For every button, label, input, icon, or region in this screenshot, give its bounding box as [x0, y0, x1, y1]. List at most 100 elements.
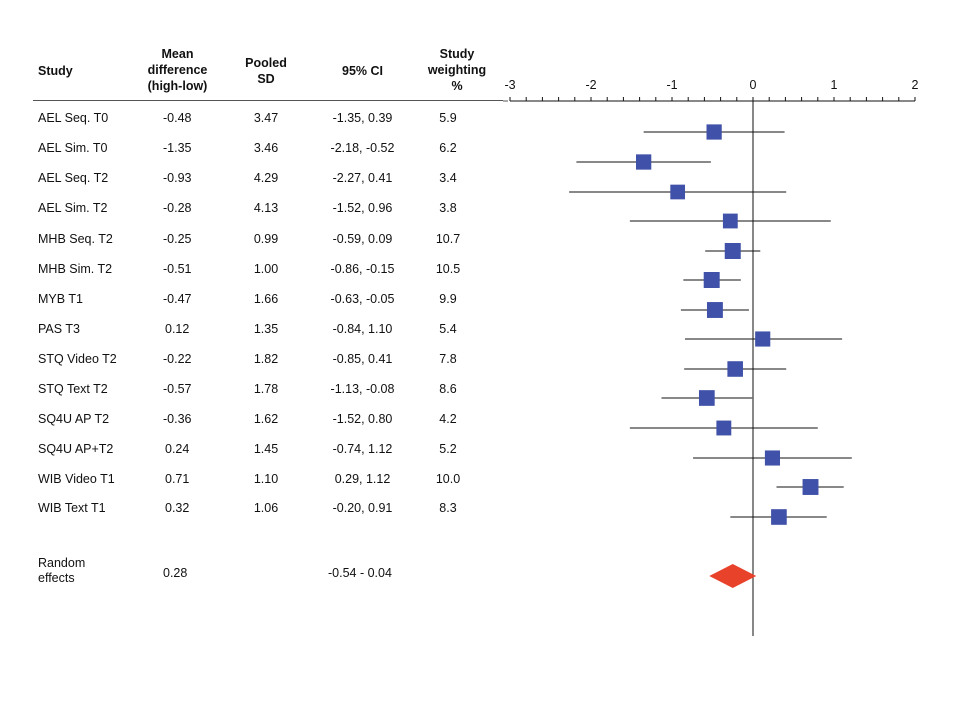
row-study: MYB T1 — [38, 292, 83, 306]
row-pooled-sd: 1.45 — [253, 442, 279, 456]
row-ci: -2.18, -0.52 — [330, 141, 395, 155]
header-weighting: Study weighting % — [418, 46, 496, 94]
study-marker — [716, 420, 732, 436]
x-tick-label: -1 — [666, 78, 677, 92]
row-weight: 7.8 — [439, 352, 457, 366]
header-mean-difference-line1: Mean — [161, 47, 194, 61]
study-marker — [727, 361, 743, 377]
row-ci: -0.59, 0.09 — [332, 232, 393, 246]
row-ci: 0.29, 1.12 — [334, 472, 391, 486]
row-study: AEL Seq. T0 — [38, 111, 109, 125]
row-mean-difference: -0.48 — [163, 111, 192, 125]
row-mean-difference: 0.24 — [165, 442, 190, 456]
row-weight: 3.4 — [439, 171, 457, 185]
row-ci: -1.52, 0.80 — [332, 412, 393, 426]
row-weight: 10.5 — [435, 262, 461, 276]
row-ci: -2.27, 0.41 — [332, 171, 393, 185]
row-pooled-sd: 1.06 — [253, 501, 279, 515]
header-divider — [33, 100, 503, 101]
row-study: WIB Text T1 — [38, 501, 106, 515]
row-mean-difference: -0.93 — [163, 171, 192, 185]
row-weight: 3.8 — [439, 201, 457, 215]
study-marker — [670, 184, 686, 200]
row-study: AEL Sim. T2 — [38, 201, 108, 215]
summary-label-line1: Random — [38, 556, 86, 570]
row-ci: -0.74, 1.12 — [332, 442, 393, 456]
x-tick-label: 2 — [912, 78, 919, 92]
row-mean-difference: -0.51 — [163, 262, 192, 276]
row-mean-difference: -0.28 — [163, 201, 192, 215]
row-ci: -0.86, -0.15 — [330, 262, 395, 276]
row-pooled-sd: 1.78 — [253, 382, 279, 396]
header-pooled-sd: Pooled SD — [236, 55, 296, 87]
study-marker — [706, 302, 723, 318]
row-mean-difference: -1.35 — [163, 141, 192, 155]
summary-label: Random effects — [38, 556, 85, 586]
row-pooled-sd: 0.99 — [253, 232, 279, 246]
header-weighting-line2: weighting — [427, 63, 487, 77]
row-ci: -0.84, 1.10 — [332, 322, 393, 336]
row-study: MHB Seq. T2 — [38, 232, 113, 246]
row-study: MHB Sim. T2 — [38, 262, 113, 276]
summary-ci: -0.54 - 0.04 — [328, 566, 392, 580]
summary-mean-difference: 0.28 — [163, 566, 188, 580]
row-study: WIB Video T1 — [38, 472, 115, 486]
row-ci: -1.35, 0.39 — [332, 111, 393, 125]
x-tick-label: 1 — [831, 78, 838, 92]
row-weight: 4.2 — [439, 412, 457, 426]
x-tick-label: -2 — [585, 78, 596, 92]
study-marker — [764, 450, 780, 466]
header-pooled-sd-line2: SD — [257, 72, 275, 86]
study-marker — [703, 272, 720, 288]
header-mean-difference-line2: difference — [147, 63, 208, 77]
row-mean-difference: -0.22 — [163, 352, 192, 366]
row-study: AEL Sim. T0 — [38, 141, 108, 155]
row-pooled-sd: 1.66 — [253, 292, 279, 306]
header-pooled-sd-line1: Pooled — [245, 56, 287, 70]
row-mean-difference: -0.25 — [163, 232, 192, 246]
row-ci: -1.13, -0.08 — [330, 382, 395, 396]
row-pooled-sd: 3.47 — [253, 111, 279, 125]
row-ci: -0.85, 0.41 — [332, 352, 393, 366]
study-marker — [802, 479, 819, 495]
summary-diamond — [709, 564, 757, 588]
row-study: SQ4U AP T2 — [38, 412, 110, 426]
row-ci: -1.52, 0.96 — [332, 201, 393, 215]
summary-label-line2: effects — [38, 571, 75, 585]
row-ci: -0.63, -0.05 — [330, 292, 395, 306]
study-marker — [722, 213, 738, 229]
study-marker — [706, 124, 722, 140]
row-pooled-sd: 1.62 — [253, 412, 279, 426]
row-weight: 6.2 — [439, 141, 457, 155]
x-tick-label: -3 — [504, 78, 515, 92]
row-study: AEL Seq. T2 — [38, 171, 109, 185]
header-mean-difference: Mean difference (high-low) — [135, 46, 220, 94]
row-mean-difference: 0.12 — [165, 322, 190, 336]
row-mean-difference: -0.57 — [163, 382, 192, 396]
row-mean-difference: 0.71 — [165, 472, 190, 486]
row-pooled-sd: 4.29 — [253, 171, 279, 185]
row-pooled-sd: 1.10 — [253, 472, 279, 486]
row-weight: 10.7 — [435, 232, 461, 246]
row-weight: 5.9 — [439, 111, 457, 125]
study-marker — [724, 243, 741, 259]
row-study: PAS T3 — [38, 322, 80, 336]
header-study: Study — [38, 64, 73, 78]
row-weight: 10.0 — [435, 472, 461, 486]
header-weighting-line3: % — [451, 79, 463, 93]
study-marker — [698, 390, 715, 406]
row-weight: 8.6 — [439, 382, 457, 396]
study-marker — [636, 154, 652, 170]
row-pooled-sd: 1.82 — [253, 352, 279, 366]
header-ci: 95% CI — [342, 64, 383, 78]
row-study: STQ Text T2 — [38, 382, 108, 396]
row-pooled-sd: 1.35 — [253, 322, 279, 336]
row-mean-difference: 0.32 — [165, 501, 190, 515]
study-marker — [755, 331, 771, 347]
row-study: SQ4U AP+T2 — [38, 442, 114, 456]
row-mean-difference: -0.36 — [163, 412, 192, 426]
x-tick-label: 0 — [750, 78, 757, 92]
row-pooled-sd: 4.13 — [253, 201, 279, 215]
row-weight: 9.9 — [439, 292, 457, 306]
